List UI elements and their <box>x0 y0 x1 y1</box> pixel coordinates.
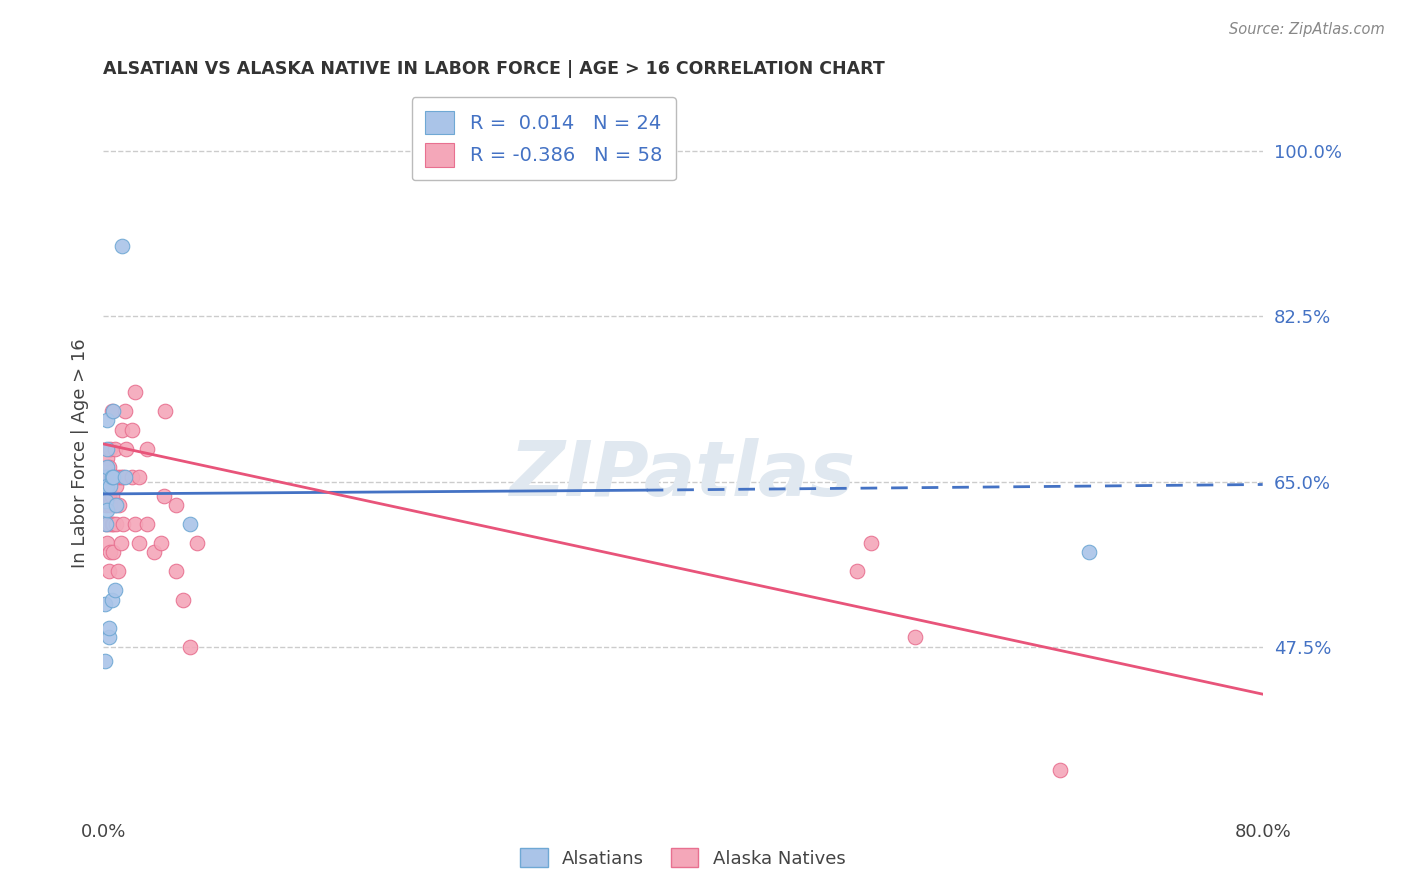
Point <box>179 640 201 654</box>
Point <box>101 592 124 607</box>
Point <box>100 498 122 512</box>
Point <box>96 451 118 466</box>
Point <box>93 598 115 612</box>
Point <box>96 503 118 517</box>
Point <box>94 498 117 512</box>
Point <box>94 479 117 493</box>
Point <box>124 517 146 532</box>
Point <box>104 498 127 512</box>
Point <box>97 489 120 503</box>
Point <box>1049 763 1071 777</box>
Point <box>110 536 132 550</box>
Point <box>96 460 118 475</box>
Point <box>94 470 117 484</box>
Point <box>135 517 157 532</box>
Point <box>97 621 120 635</box>
Point <box>93 460 115 475</box>
Point <box>111 238 134 252</box>
Point <box>96 470 118 484</box>
Point <box>111 423 134 437</box>
Point <box>103 545 125 559</box>
Point <box>100 479 122 493</box>
Point <box>121 423 143 437</box>
Point <box>845 565 868 579</box>
Point <box>124 384 146 399</box>
Point <box>101 517 124 532</box>
Point <box>96 442 118 456</box>
Point <box>155 404 177 418</box>
Point <box>104 442 127 456</box>
Text: ZIPatlas: ZIPatlas <box>510 438 856 512</box>
Point <box>97 517 120 532</box>
Text: ALSATIAN VS ALASKA NATIVE IN LABOR FORCE | AGE > 16 CORRELATION CHART: ALSATIAN VS ALASKA NATIVE IN LABOR FORCE… <box>103 60 884 78</box>
Point <box>135 442 157 456</box>
Point <box>121 470 143 484</box>
Point <box>142 545 165 559</box>
Point <box>1077 545 1099 559</box>
Point <box>96 536 118 550</box>
Point <box>165 565 187 579</box>
Point <box>150 536 173 550</box>
Point <box>101 404 124 418</box>
Point <box>108 498 131 512</box>
Point <box>114 470 136 484</box>
Point <box>172 592 194 607</box>
Y-axis label: In Labor Force | Age > 16: In Labor Force | Age > 16 <box>72 338 89 568</box>
Point <box>105 498 128 512</box>
Point <box>104 470 127 484</box>
Point <box>128 536 150 550</box>
Point <box>96 413 118 427</box>
Point <box>94 493 117 508</box>
Point <box>94 470 117 484</box>
Point <box>107 565 129 579</box>
Point <box>96 479 118 493</box>
Point <box>97 460 120 475</box>
Point <box>114 404 136 418</box>
Point <box>904 631 927 645</box>
Point <box>110 470 132 484</box>
Point <box>96 489 118 503</box>
Point <box>115 442 138 456</box>
Point <box>112 517 135 532</box>
Point <box>97 565 120 579</box>
Point <box>101 470 124 484</box>
Point <box>94 517 117 532</box>
Point <box>93 654 115 668</box>
Point <box>101 489 124 503</box>
Point <box>128 470 150 484</box>
Point <box>100 545 122 559</box>
Point <box>105 517 128 532</box>
Legend: R =  0.014   N = 24, R = -0.386   N = 58: R = 0.014 N = 24, R = -0.386 N = 58 <box>412 97 676 180</box>
Point <box>112 470 135 484</box>
Point <box>100 442 122 456</box>
Point <box>186 536 208 550</box>
Point <box>153 489 176 503</box>
Point <box>94 517 117 532</box>
Point <box>103 470 125 484</box>
Text: Source: ZipAtlas.com: Source: ZipAtlas.com <box>1229 22 1385 37</box>
Point <box>105 479 128 493</box>
Point <box>179 517 201 532</box>
Point <box>860 536 883 550</box>
Point <box>103 404 125 418</box>
Point <box>97 631 120 645</box>
Point <box>103 517 125 532</box>
Point <box>103 470 125 484</box>
Point <box>107 470 129 484</box>
Point <box>104 583 127 598</box>
Point <box>93 479 115 493</box>
Point <box>165 498 187 512</box>
